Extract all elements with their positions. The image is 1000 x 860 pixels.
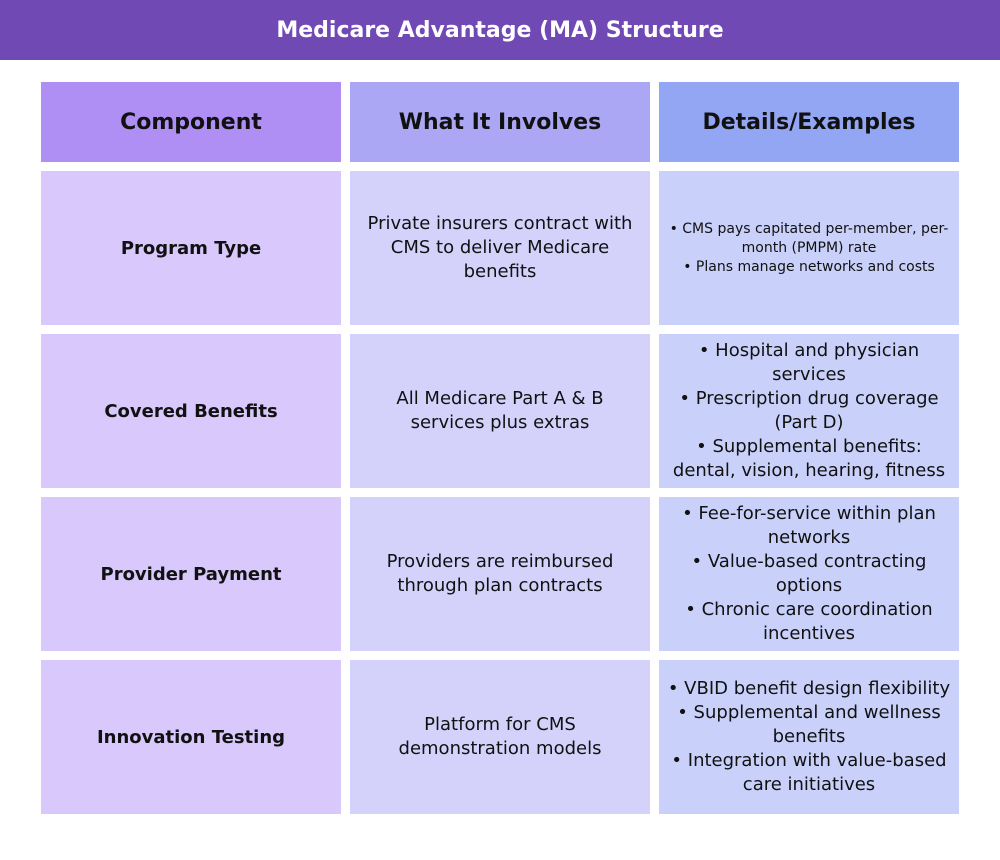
component: Covered Benefits xyxy=(104,400,278,422)
header-text: Component xyxy=(120,109,262,135)
involves-cell: Platform for CMS demonstration models xyxy=(350,660,650,814)
title-bar: Medicare Advantage (MA) Structure xyxy=(0,0,1000,60)
detail-item: • Supplemental benefits: dental, vision,… xyxy=(672,436,946,481)
involves-cell: Private insurers contract with CMS to de… xyxy=(350,171,650,325)
title: Medicare Advantage (MA) Structure xyxy=(276,17,724,43)
involves: Platform for CMS demonstration models xyxy=(398,714,602,759)
component: Program Type xyxy=(120,237,262,259)
component-cell: Provider Payment xyxy=(41,497,341,651)
detail-item: • Plans manage networks and costs xyxy=(683,258,935,275)
detail-item: • Value-based contracting options xyxy=(691,551,927,596)
details-cell: • Hospital and physician services • Presc… xyxy=(659,334,959,488)
component-cell: Program Type xyxy=(41,171,341,325)
details-cell: • CMS pays capitated per-member, per-mon… xyxy=(659,171,959,325)
header-text: Details/Examples xyxy=(702,109,916,135)
detail-item: • Hospital and physician services xyxy=(698,340,920,385)
detail-item: • Fee-for-service within plan networks xyxy=(682,503,936,548)
involves: Providers are reimbursed through plan co… xyxy=(386,551,614,596)
involves: Private insurers contract with CMS to de… xyxy=(367,213,633,282)
details-cell: • Fee-for-service within plan networks • … xyxy=(659,497,959,651)
header-cell: Details/Examples xyxy=(659,82,959,162)
detail-item: • Chronic care coordination incentives xyxy=(685,599,933,644)
involves: All Medicare Part A & B services plus ex… xyxy=(396,388,604,433)
detail-item: • Prescription drug coverage (Part D) xyxy=(679,388,939,433)
component: Innovation Testing xyxy=(96,726,286,748)
involves-cell: Providers are reimbursed through plan co… xyxy=(350,497,650,651)
component: Provider Payment xyxy=(100,563,282,585)
detail-item: • CMS pays capitated per-member, per-mon… xyxy=(669,220,949,256)
component-cell: Covered Benefits xyxy=(41,334,341,488)
component-cell: Innovation Testing xyxy=(41,660,341,814)
detail-item: • Integration with value-based care init… xyxy=(671,750,947,795)
header-cell: Component xyxy=(41,82,341,162)
detail-item: • Supplemental and wellness benefits xyxy=(677,702,941,747)
detail-item: • VBID benefit design flexibility xyxy=(667,678,951,699)
header-text: What It Involves xyxy=(398,109,602,135)
involves-cell: All Medicare Part A & B services plus ex… xyxy=(350,334,650,488)
details-cell: • VBID benefit design flexibility • Suppl… xyxy=(659,660,959,814)
header-cell: What It Involves xyxy=(350,82,650,162)
